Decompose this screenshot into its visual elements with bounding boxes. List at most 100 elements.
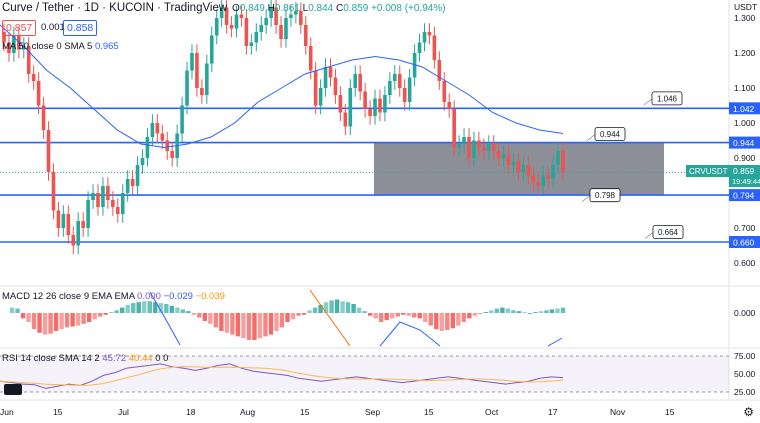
candle[interactable] <box>486 144 491 151</box>
candle[interactable] <box>303 25 308 46</box>
candle[interactable] <box>259 25 264 32</box>
candle[interactable] <box>219 7 224 19</box>
ma-line[interactable] <box>0 24 564 149</box>
callout-box[interactable] <box>652 225 684 240</box>
candle[interactable] <box>51 172 56 211</box>
candle[interactable] <box>21 46 26 50</box>
candle[interactable] <box>556 151 560 165</box>
candle[interactable] <box>457 144 461 148</box>
candle[interactable] <box>368 109 372 116</box>
candle[interactable] <box>125 179 130 193</box>
candle[interactable] <box>71 235 76 246</box>
candle[interactable] <box>145 137 150 158</box>
candle[interactable] <box>407 77 412 103</box>
candle[interactable] <box>239 14 244 19</box>
candle[interactable] <box>373 98 377 117</box>
candle[interactable] <box>81 221 85 228</box>
candle[interactable] <box>531 175 536 183</box>
candle[interactable] <box>541 175 546 187</box>
candle[interactable] <box>111 200 115 207</box>
candle[interactable] <box>249 42 254 47</box>
candle[interactable] <box>234 14 239 29</box>
candle[interactable] <box>86 200 90 228</box>
level-tag[interactable] <box>729 136 760 149</box>
candle[interactable] <box>115 207 120 214</box>
candle[interactable] <box>200 88 204 95</box>
level-tag[interactable] <box>729 236 760 248</box>
candle[interactable] <box>363 91 367 110</box>
candle[interactable] <box>477 140 481 148</box>
candle[interactable] <box>526 165 531 176</box>
candle[interactable] <box>140 158 145 165</box>
candle[interactable] <box>106 186 110 200</box>
candle[interactable] <box>66 214 71 235</box>
candle[interactable] <box>402 88 407 102</box>
candle[interactable] <box>170 151 174 158</box>
current-price-tag[interactable] <box>729 165 760 187</box>
candle[interactable] <box>472 140 476 159</box>
candle[interactable] <box>393 74 397 81</box>
candle[interactable] <box>224 7 229 26</box>
candle[interactable] <box>229 25 234 29</box>
callout-box[interactable] <box>651 91 683 106</box>
candle[interactable] <box>180 105 184 134</box>
candle[interactable] <box>491 144 496 151</box>
symbol-title[interactable]: Curve / Tether · 1D · KUCOIN · TradingVi… <box>2 2 228 14</box>
candle[interactable] <box>61 214 66 228</box>
symbol-tag[interactable] <box>686 165 730 177</box>
callout-box[interactable] <box>589 188 621 203</box>
candle[interactable] <box>31 74 36 81</box>
candle[interactable] <box>442 81 447 102</box>
candle[interactable] <box>264 18 268 25</box>
candle[interactable] <box>378 98 382 113</box>
candle[interactable] <box>343 112 348 127</box>
candle[interactable] <box>358 74 362 92</box>
candle[interactable] <box>412 53 417 78</box>
candle[interactable] <box>328 67 333 78</box>
candle[interactable] <box>516 161 521 173</box>
ma-legend[interactable]: MA 50 close 0 SMA 5 0.965 <box>2 41 119 52</box>
macd-legend[interactable]: MACD 12 26 close 9 EMA EMA 0.000 −0.029 … <box>2 291 225 302</box>
candle[interactable] <box>501 154 506 159</box>
candle[interactable] <box>496 151 501 158</box>
candle[interactable] <box>397 74 402 88</box>
level-tag[interactable] <box>729 102 760 115</box>
candle[interactable] <box>279 25 283 39</box>
candle[interactable] <box>36 81 41 106</box>
candle[interactable] <box>432 35 437 61</box>
candle[interactable] <box>308 46 313 71</box>
candle[interactable] <box>214 18 219 36</box>
candle[interactable] <box>160 133 165 141</box>
candle[interactable] <box>551 165 555 179</box>
candle[interactable] <box>437 60 442 81</box>
candle[interactable] <box>274 7 278 26</box>
candle[interactable] <box>254 32 259 43</box>
candle[interactable] <box>2 32 6 43</box>
candle[interactable] <box>205 63 209 96</box>
candle[interactable] <box>294 11 298 15</box>
candle[interactable] <box>120 193 125 214</box>
candle[interactable] <box>26 46 31 74</box>
candle[interactable] <box>467 137 471 158</box>
rsi-legend[interactable]: RSI 14 close SMA 14 2 45.72 40.44 0 0 <box>2 353 168 364</box>
candle[interactable] <box>561 151 565 172</box>
candle[interactable] <box>462 137 466 144</box>
level-tag[interactable] <box>729 189 760 202</box>
candle[interactable] <box>130 179 135 186</box>
candle[interactable] <box>244 18 249 46</box>
candle[interactable] <box>195 53 199 88</box>
candle[interactable] <box>313 70 318 106</box>
sell-price-button[interactable]: 0.857 <box>2 20 37 36</box>
gear-icon[interactable]: ⚙ <box>743 405 754 419</box>
candle[interactable] <box>511 161 516 166</box>
buy-price-button[interactable]: 0.858 <box>63 20 98 36</box>
candle[interactable] <box>348 88 353 127</box>
candle[interactable] <box>150 123 155 137</box>
candle[interactable] <box>318 88 323 106</box>
candle[interactable] <box>41 105 46 131</box>
candle[interactable] <box>546 175 550 180</box>
candle[interactable] <box>7 42 11 54</box>
candle[interactable] <box>165 140 170 152</box>
candle[interactable] <box>333 77 338 96</box>
